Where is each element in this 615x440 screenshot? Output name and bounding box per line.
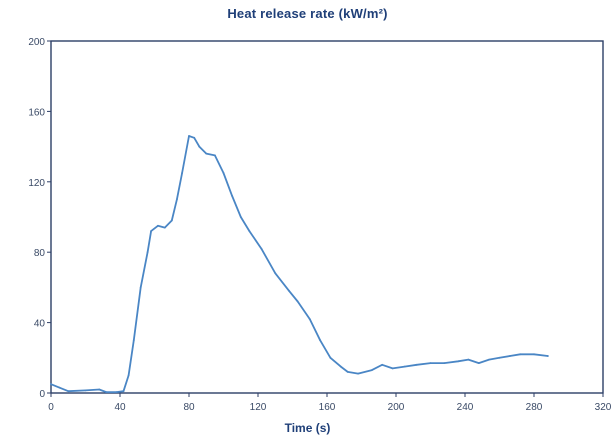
data-point <box>519 353 522 356</box>
data-point <box>391 367 394 370</box>
data-point <box>188 135 190 137</box>
data-point <box>132 339 135 342</box>
data-point <box>239 216 242 218</box>
data-point <box>50 383 52 386</box>
data-point <box>533 353 535 356</box>
y-tick-label: 80 <box>34 248 46 259</box>
data-point <box>403 365 406 368</box>
data-point <box>115 391 118 393</box>
data-point <box>163 226 166 229</box>
x-tick-label: 160 <box>319 402 336 413</box>
data-point <box>181 172 184 174</box>
x-axis-label: Time (s) <box>284 421 331 435</box>
data-point <box>205 152 208 155</box>
data-point <box>105 391 108 393</box>
data-point <box>429 362 432 364</box>
data-point <box>176 198 178 201</box>
data-point <box>329 356 332 359</box>
data-point <box>231 195 234 197</box>
data-point <box>339 365 342 368</box>
data-point <box>296 300 299 303</box>
data-point <box>260 247 263 250</box>
data-point <box>415 363 418 366</box>
data-point <box>346 371 349 373</box>
y-tick-label: 0 <box>39 389 45 400</box>
y-tick-label: 200 <box>28 37 45 48</box>
data-point <box>308 318 311 320</box>
x-tick-label: 240 <box>457 402 474 413</box>
heat-release-rate-line <box>50 135 549 393</box>
data-point <box>288 290 290 292</box>
data-point <box>509 355 511 357</box>
data-point <box>139 286 142 289</box>
x-tick-label: 200 <box>388 402 405 413</box>
data-point <box>98 388 101 391</box>
x-tick-label: 80 <box>183 402 195 413</box>
y-tick-label: 120 <box>28 178 45 189</box>
data-point <box>498 356 501 359</box>
data-point <box>127 374 130 377</box>
y-tick-label: 40 <box>34 319 46 330</box>
data-point <box>150 230 153 233</box>
data-point <box>170 219 173 222</box>
data-point <box>357 372 359 375</box>
data-point <box>319 339 321 342</box>
data-point <box>371 369 373 371</box>
data-point <box>214 154 216 157</box>
x-tick-label: 280 <box>526 402 543 413</box>
data-point <box>488 358 490 361</box>
data-point <box>122 390 125 393</box>
data-point <box>58 386 61 389</box>
x-tick-label: 40 <box>114 402 126 413</box>
data-point <box>467 358 470 361</box>
x-tick-label: 120 <box>250 402 267 413</box>
data-point <box>193 136 196 139</box>
chart-title: Heat release rate (kW/m²) <box>227 6 388 21</box>
data-point <box>248 230 251 233</box>
data-point <box>381 363 384 366</box>
data-point <box>157 224 159 227</box>
data-point <box>457 360 459 363</box>
x-tick-label: 320 <box>595 402 612 413</box>
data-point <box>546 355 549 357</box>
data-point <box>84 389 87 392</box>
data-point <box>198 145 201 148</box>
data-point <box>222 172 225 174</box>
data-point <box>146 251 149 254</box>
data-point <box>67 390 70 393</box>
data-point <box>477 362 480 364</box>
x-tick-label: 0 <box>48 402 54 413</box>
data-point <box>274 272 277 275</box>
data-point <box>443 362 446 364</box>
y-tick-label: 160 <box>28 107 45 118</box>
